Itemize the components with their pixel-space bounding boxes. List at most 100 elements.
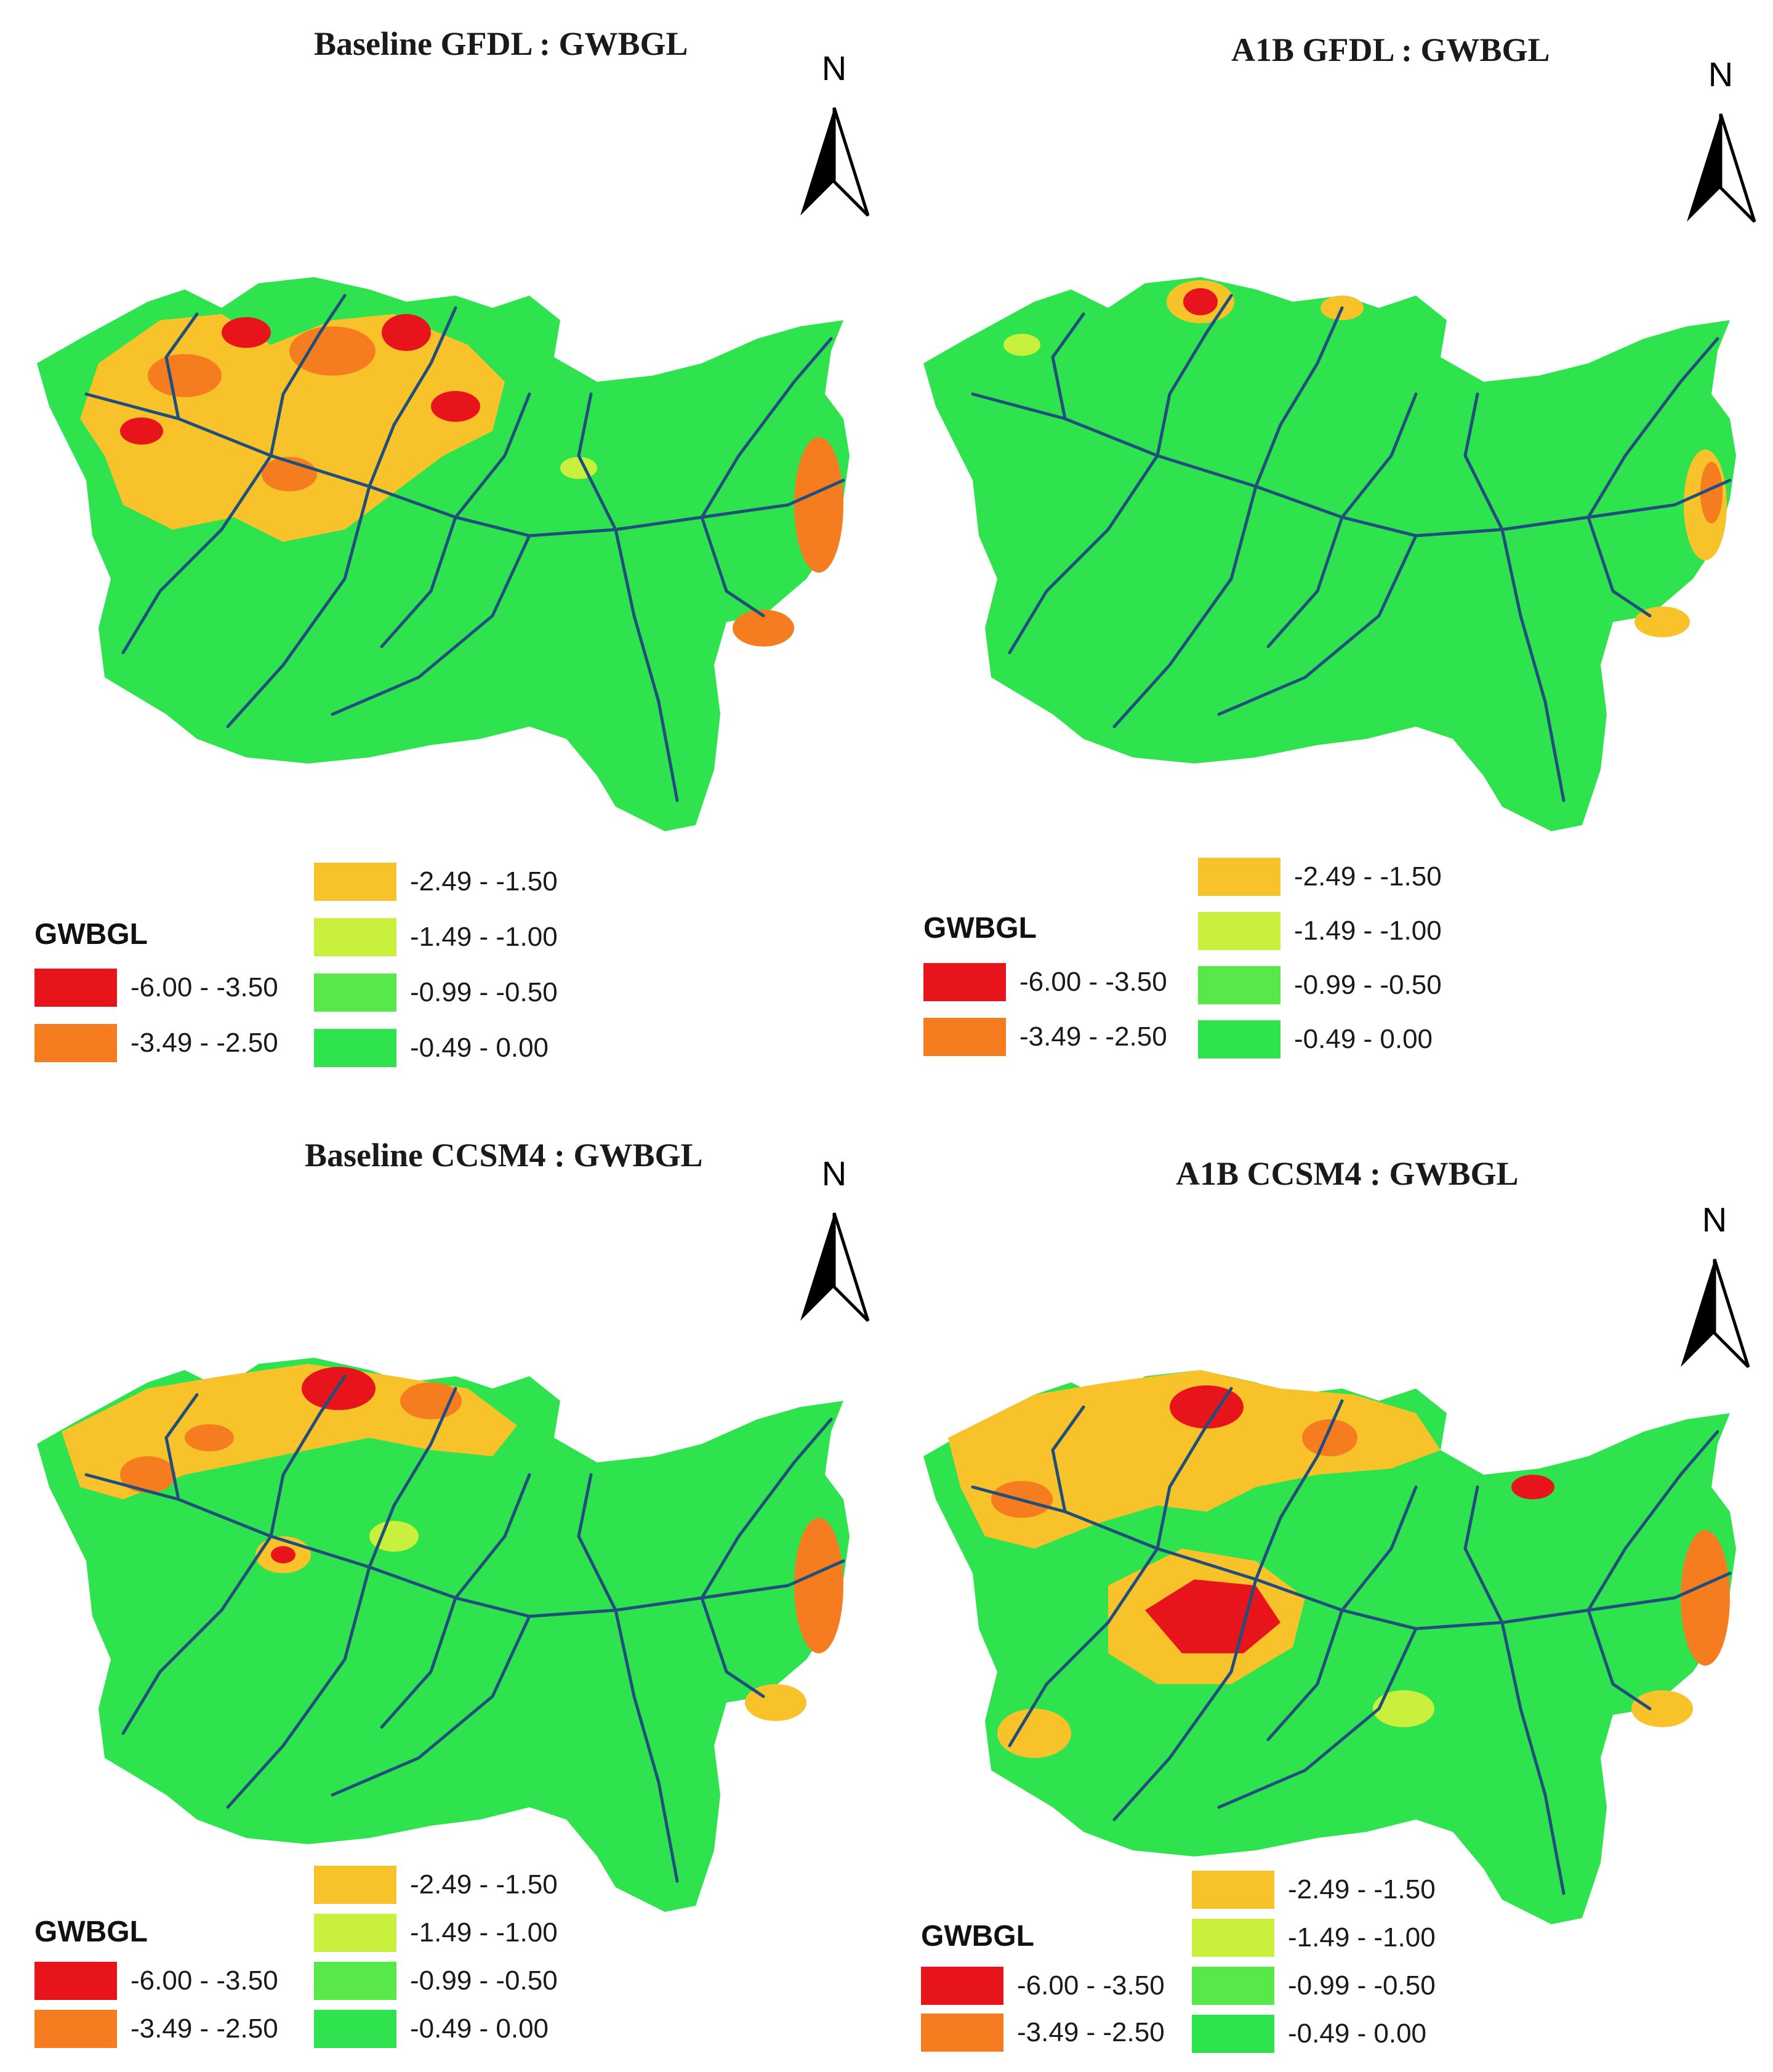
legend-label: -0.49 - 0.00 <box>410 1033 549 1063</box>
legend-label: -3.49 - -2.50 <box>131 1028 278 1058</box>
legend-label: -6.00 - -3.50 <box>131 972 278 1002</box>
legend-swatch <box>314 1962 396 2000</box>
legend-swatch <box>314 918 396 956</box>
legend-label: -6.00 - -3.50 <box>1017 1970 1165 2001</box>
legend-item: -0.99 - -0.50 <box>1198 965 1442 1005</box>
legend-item: -0.49 - 0.00 <box>1192 2014 1426 2054</box>
legend-item: -6.00 - -3.50 <box>923 962 1167 1002</box>
panel-title: Baseline GFDL : GWBGL <box>314 25 688 62</box>
legend-label: -1.49 - -1.00 <box>410 922 558 952</box>
legend-item: -0.99 - -0.50 <box>314 973 558 1012</box>
north-arrow-icon: N <box>794 1154 874 1339</box>
choropleth-map <box>911 271 1773 862</box>
north-label: N <box>822 1155 846 1193</box>
legend-swatch <box>34 2010 117 2048</box>
legend-title: GWBGL <box>34 918 148 951</box>
legend-swatch <box>34 969 117 1007</box>
legend-title: GWBGL <box>923 912 1037 945</box>
map-panel-a1b-gfdl: A1B GFDL : GWBGL N <box>886 0 1773 1058</box>
legend-swatch <box>314 1029 396 1067</box>
north-label: N <box>1708 55 1733 94</box>
choropleth-map <box>911 1364 1773 1955</box>
legend-item: -3.49 - -2.50 <box>921 2013 1165 2052</box>
legend-swatch <box>1192 1871 1274 1909</box>
legend-label: -1.49 - -1.00 <box>1294 916 1442 946</box>
legend-swatch <box>34 1962 117 2000</box>
choropleth-map <box>25 1352 886 1943</box>
river-network <box>84 1374 845 1883</box>
legend-item: -3.49 - -2.50 <box>34 1023 278 1063</box>
north-label: N <box>1702 1201 1727 1239</box>
legend-label: -0.99 - -0.50 <box>410 1965 558 1996</box>
legend-label: -2.49 - -1.50 <box>1288 1874 1436 1905</box>
legend-swatch <box>1192 2015 1274 2053</box>
legend-label: -1.49 - -1.00 <box>410 1917 558 1948</box>
legend-swatch <box>1192 1967 1274 2005</box>
panel-title: Baseline CCSM4 : GWBGL <box>305 1137 703 1174</box>
choropleth-map <box>25 271 886 862</box>
legend-item: -6.00 - -3.50 <box>34 968 278 1007</box>
legend-item: -6.00 - -3.50 <box>34 1961 278 2001</box>
legend-label: -3.49 - -2.50 <box>131 2014 278 2044</box>
legend-swatch <box>34 1024 117 1062</box>
panel-title: A1B GFDL : GWBGL <box>1231 31 1550 68</box>
map-panel-baseline-ccsm4: Baseline CCSM4 : GWBGL N <box>0 1038 886 2072</box>
north-label: N <box>822 49 846 87</box>
legend-swatch <box>314 1914 396 1952</box>
legend-item: -2.49 - -1.50 <box>314 1865 558 1905</box>
map-panel-baseline-gfdl: Baseline GFDL : GWBGL N <box>0 0 886 1067</box>
legend-label: -3.49 - -2.50 <box>1017 2017 1165 2047</box>
legend-swatch <box>923 1018 1006 1056</box>
legend-item: -0.99 - -0.50 <box>1192 1966 1436 2005</box>
legend-swatch <box>314 2010 396 2048</box>
legend-label: -0.49 - 0.00 <box>1288 2018 1427 2049</box>
legend-swatch <box>1192 1919 1274 1957</box>
legend-label: -2.49 - -1.50 <box>1294 861 1442 892</box>
legend-item: -0.99 - -0.50 <box>314 1961 558 2001</box>
legend-label: -0.99 - -0.50 <box>1288 1970 1436 2001</box>
river-network <box>971 294 1732 802</box>
legend-title: GWBGL <box>921 1920 1034 1953</box>
legend-swatch <box>1198 912 1280 950</box>
north-arrow-icon: N <box>1681 55 1761 240</box>
legend-item: -0.49 - 0.00 <box>1198 1020 1433 1059</box>
legend-swatch <box>921 2014 1003 2052</box>
north-arrow-icon: N <box>1674 1200 1755 1385</box>
legend-label: -6.00 - -3.50 <box>131 1965 278 1996</box>
legend-swatch <box>314 863 396 901</box>
legend-item: -6.00 - -3.50 <box>921 1966 1165 2005</box>
legend-label: -1.49 - -1.00 <box>1288 1922 1436 1953</box>
legend-label: -2.49 - -1.50 <box>410 1869 558 1900</box>
legend-item: -1.49 - -1.00 <box>314 1913 558 1953</box>
legend-label: -0.99 - -0.50 <box>410 977 558 1007</box>
legend-label: -6.00 - -3.50 <box>1019 967 1167 997</box>
legend-item: -0.49 - 0.00 <box>314 2009 549 2049</box>
legend-label: -3.49 - -2.50 <box>1019 1022 1167 1052</box>
legend-item: -1.49 - -1.00 <box>1198 911 1442 951</box>
panel-title: A1B CCSM4 : GWBGL <box>1176 1155 1519 1192</box>
river-network <box>84 294 845 802</box>
legend-swatch <box>314 974 396 1012</box>
legend-item: -2.49 - -1.50 <box>1192 1870 1436 1909</box>
legend-item: -3.49 - -2.50 <box>34 2009 278 2049</box>
legend-item: -3.49 - -2.50 <box>923 1017 1167 1057</box>
legend-label: -0.49 - 0.00 <box>410 2014 549 2044</box>
legend-swatch <box>1198 966 1280 1004</box>
legend-item: -0.49 - 0.00 <box>314 1028 549 1068</box>
legend-item: -1.49 - -1.00 <box>1192 1918 1436 1957</box>
legend-title: GWBGL <box>34 1916 148 1948</box>
legend-item: -2.49 - -1.50 <box>314 862 558 901</box>
legend-swatch <box>1198 858 1280 896</box>
legend-swatch <box>921 1967 1003 2005</box>
legend-label: -2.49 - -1.50 <box>410 866 558 897</box>
legend-swatch <box>923 963 1006 1001</box>
map-panel-a1b-ccsm4: A1B CCSM4 : GWBGL N <box>886 1038 1773 2072</box>
legend-swatch <box>1198 1020 1280 1058</box>
river-network <box>971 1387 1732 1895</box>
north-arrow-icon: N <box>794 49 874 234</box>
legend-item: -2.49 - -1.50 <box>1198 857 1442 897</box>
legend-label: -0.49 - 0.00 <box>1294 1024 1433 1054</box>
legend-item: -1.49 - -1.00 <box>314 917 558 957</box>
legend-swatch <box>314 1866 396 1904</box>
legend-label: -0.99 - -0.50 <box>1294 970 1442 1000</box>
